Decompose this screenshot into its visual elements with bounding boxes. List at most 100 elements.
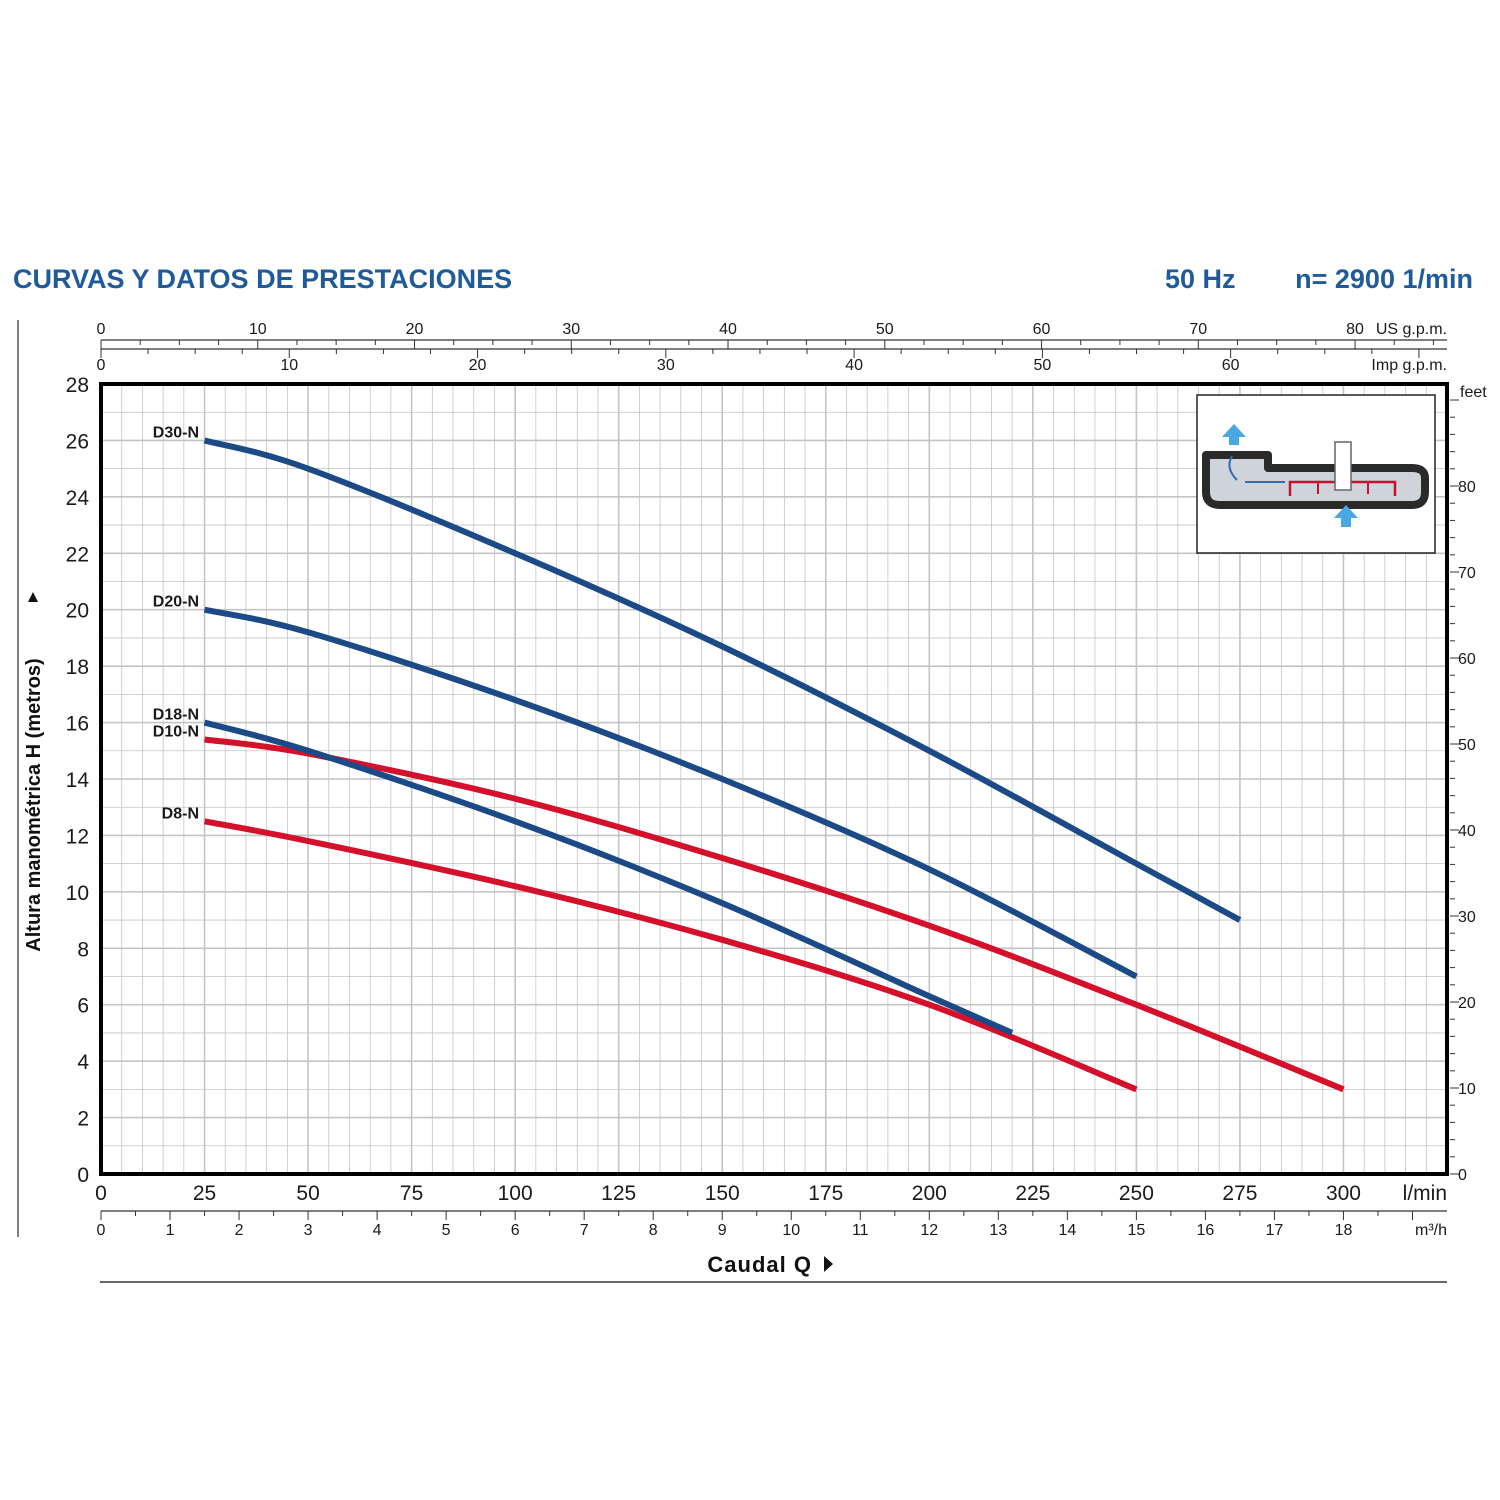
feet-tick-label: 50	[1458, 737, 1476, 754]
m3h-tick-label: 0	[97, 1222, 106, 1239]
curve-label-d18-n: D18-N	[153, 707, 199, 724]
m3h-unit-label: m³/h	[1415, 1222, 1447, 1239]
imp-gpm-tick-label: 50	[1033, 357, 1051, 374]
curve-d20-n	[203, 606, 1138, 980]
x-tick-label: 50	[296, 1182, 319, 1205]
curve-d18-n	[203, 719, 1014, 1036]
y-tick-label: 12	[66, 825, 89, 848]
m3h-tick-label: 8	[649, 1222, 658, 1239]
y-tick-label: 22	[66, 543, 89, 566]
arrow-up-icon	[1222, 424, 1246, 445]
us-gpm-tick-label: 40	[719, 321, 737, 338]
us-gpm-tick-label: 30	[562, 321, 580, 338]
y-tick-label: 8	[77, 938, 89, 961]
frequency-label: 50 Hz	[1165, 264, 1236, 294]
imp-gpm-unit-label: Imp g.p.m.	[1371, 357, 1447, 374]
pump-diagram	[1196, 394, 1436, 554]
imp-gpm-tick-label: 60	[1222, 357, 1240, 374]
y-tick-label: 16	[66, 713, 89, 736]
curve-label-d20-n: D20-N	[153, 594, 199, 611]
y-tick-label: 14	[66, 769, 90, 792]
curve-d8-n	[203, 818, 1138, 1093]
x-unit-label: l/min	[1403, 1182, 1447, 1205]
y-tick-label: 26	[66, 430, 89, 453]
feet-tick-label: 30	[1458, 909, 1476, 926]
y-axis-title: Altura manométrica H (metros)	[23, 658, 45, 951]
x-tick-label: 200	[912, 1182, 947, 1205]
feet-tick-label: 40	[1458, 823, 1476, 840]
y-tick-label: 6	[77, 995, 89, 1018]
m3h-tick-label: 2	[235, 1222, 244, 1239]
plot-frame	[99, 382, 1449, 1176]
x-tick-label: 125	[601, 1182, 636, 1205]
imp-gpm-tick-label: 20	[469, 357, 487, 374]
feet-unit-label: feet	[1460, 384, 1487, 401]
arrow-up-icon	[28, 592, 38, 602]
feet-tick-label: 70	[1458, 565, 1476, 582]
m3h-tick-label: 13	[989, 1222, 1007, 1239]
us-gpm-tick-label: 0	[97, 321, 106, 338]
arrow-right-icon	[824, 1256, 833, 1272]
y-tick-label: 20	[66, 600, 89, 623]
curves	[203, 437, 1345, 1093]
y-tick-label: 18	[66, 656, 89, 679]
m3h-tick-label: 11	[852, 1222, 869, 1239]
imp-gpm-tick-label: 40	[845, 357, 863, 374]
imp-gpm-tick-label: 10	[280, 357, 298, 374]
us-gpm-tick-label: 80	[1346, 321, 1364, 338]
m3h-tick-label: 3	[304, 1222, 313, 1239]
m3h-tick-label: 10	[782, 1222, 800, 1239]
y-tick-label: 0	[77, 1164, 89, 1187]
chart-title: CURVAS Y DATOS DE PRESTACIONES	[13, 264, 512, 294]
curve-label-d10-n: D10-N	[153, 724, 199, 741]
m3h-tick-label: 12	[920, 1222, 938, 1239]
m3h-tick-label: 4	[373, 1222, 382, 1239]
x-tick-label: 150	[705, 1182, 740, 1205]
us-gpm-tick-label: 20	[406, 321, 424, 338]
y-tick-label: 4	[77, 1051, 89, 1074]
m3h-tick-label: 6	[511, 1222, 520, 1239]
x-tick-label: 75	[400, 1182, 423, 1205]
y-tick-label: 2	[77, 1108, 89, 1131]
curve-label-d8-n: D8-N	[162, 805, 199, 822]
feet-tick-label: 10	[1458, 1081, 1476, 1098]
us-gpm-tick-label: 70	[1189, 321, 1207, 338]
feet-tick-label: 20	[1458, 995, 1476, 1012]
curve-d30-n	[203, 437, 1242, 923]
m3h-tick-label: 18	[1335, 1222, 1353, 1239]
us-gpm-tick-label: 50	[876, 321, 894, 338]
speed-label: n= 2900 1/min	[1295, 264, 1473, 294]
feet-tick-label: 80	[1458, 479, 1476, 496]
m3h-tick-label: 1	[166, 1222, 175, 1239]
us-gpm-tick-label: 60	[1033, 321, 1051, 338]
m3h-tick-label: 7	[580, 1222, 589, 1239]
x-tick-label: 250	[1119, 1182, 1154, 1205]
x-tick-label: 175	[808, 1182, 843, 1205]
m3h-tick-label: 9	[718, 1222, 727, 1239]
feet-tick-label: 60	[1458, 651, 1476, 668]
m3h-tick-label: 16	[1197, 1222, 1215, 1239]
x-tick-label: 225	[1015, 1182, 1050, 1205]
x-tick-label: 275	[1222, 1182, 1257, 1205]
x-tick-label: 300	[1326, 1182, 1361, 1205]
us-gpm-tick-label: 10	[249, 321, 267, 338]
imp-gpm-tick-label: 30	[657, 357, 675, 374]
x-tick-label: 0	[95, 1182, 107, 1205]
x-tick-label: 100	[498, 1182, 533, 1205]
y-tick-label: 10	[66, 882, 89, 905]
m3h-tick-label: 14	[1058, 1222, 1076, 1239]
curve-label-d30-n: D30-N	[153, 424, 199, 441]
x-axis-title: Caudal Q	[707, 1252, 812, 1277]
us-gpm-unit-label: US g.p.m.	[1376, 321, 1447, 338]
feet-tick-label: 0	[1458, 1167, 1467, 1184]
m3h-tick-label: 5	[442, 1222, 451, 1239]
m3h-tick-label: 17	[1266, 1222, 1284, 1239]
m3h-tick-label: 15	[1127, 1222, 1145, 1239]
y-tick-label: 24	[66, 487, 90, 510]
y-tick-label: 28	[66, 374, 89, 397]
arrow-up-icon	[1334, 505, 1358, 527]
imp-gpm-tick-label: 0	[97, 357, 106, 374]
